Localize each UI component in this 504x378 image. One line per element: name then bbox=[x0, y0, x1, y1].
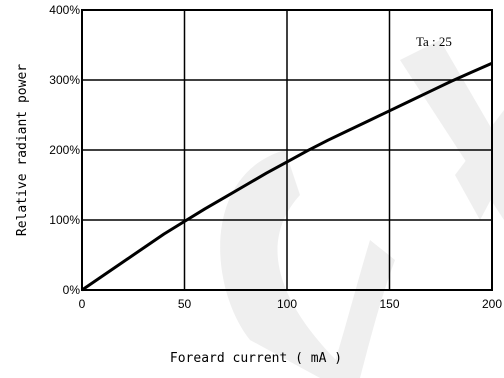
x-tick-labels: 0 50 100 150 200 bbox=[79, 297, 503, 311]
y-tick-label: 300% bbox=[49, 73, 80, 87]
annotation-text: Ta : 25 bbox=[416, 34, 452, 49]
x-tick-label: 100 bbox=[277, 297, 297, 311]
x-tick-label: 150 bbox=[379, 297, 399, 311]
y-tick-label: 200% bbox=[49, 143, 80, 157]
y-tick-label: 400% bbox=[49, 3, 80, 17]
series-line bbox=[81, 61, 493, 292]
y-tick-label: 100% bbox=[49, 213, 80, 227]
watermark-letter-c bbox=[220, 150, 355, 378]
watermark bbox=[220, 40, 504, 378]
x-tick-label: 50 bbox=[178, 297, 192, 311]
grid bbox=[82, 10, 492, 290]
watermark-letter-g bbox=[330, 240, 395, 378]
y-tick-labels: 0% 100% 200% 300% 400% bbox=[49, 3, 80, 297]
x-tick-label: 200 bbox=[482, 297, 502, 311]
y-tick-label: 0% bbox=[63, 283, 81, 297]
x-tick-label: 0 bbox=[79, 297, 86, 311]
y-axis-label: Relative radiant power bbox=[15, 64, 30, 236]
x-axis-label: Foreard current ( mA ) bbox=[170, 351, 342, 366]
plot-frame bbox=[81, 9, 493, 291]
